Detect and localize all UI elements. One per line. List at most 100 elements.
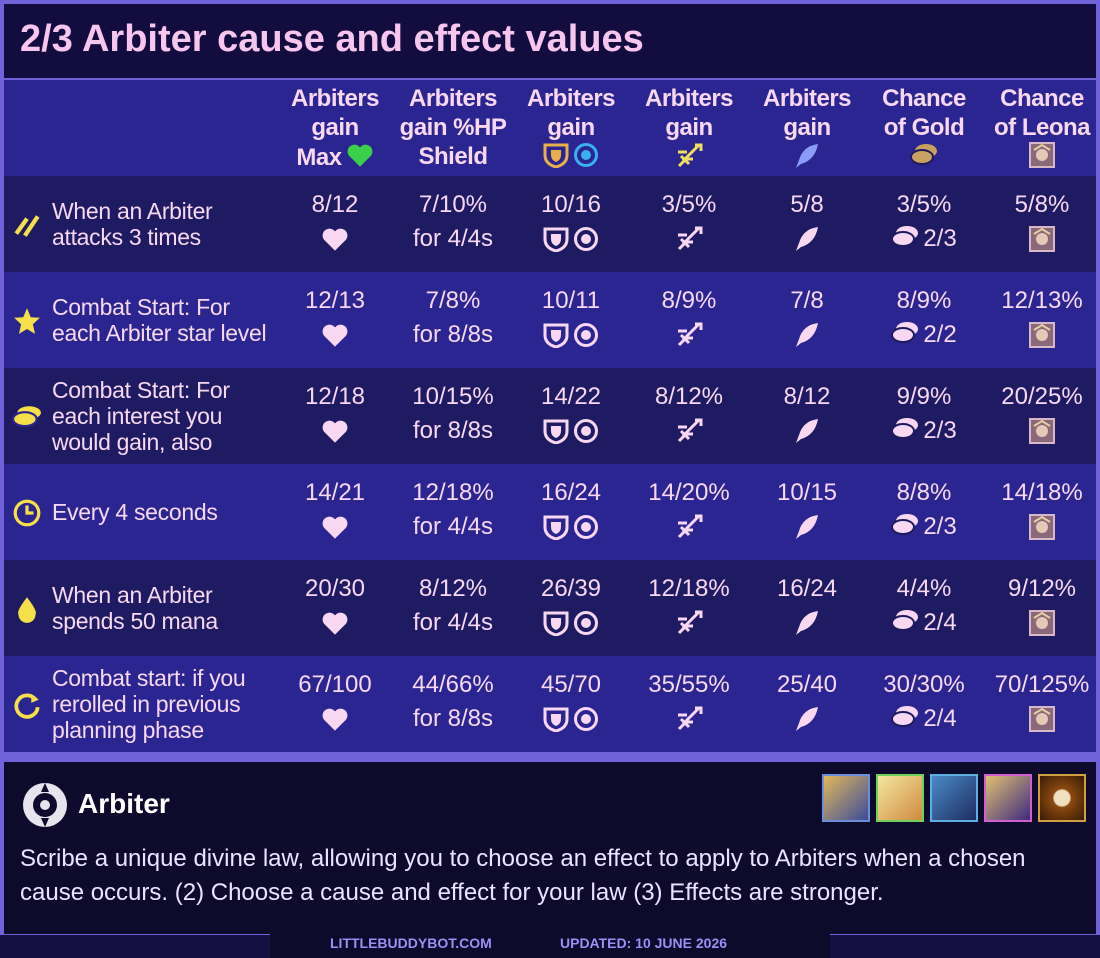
- table-cell: 14/20%: [630, 476, 748, 544]
- champion-icon: [930, 774, 978, 822]
- cell-icon: [983, 606, 1100, 640]
- cell-icon: [512, 318, 630, 352]
- cell-icon: [630, 702, 748, 736]
- table-row: When an Arbiter attacks 3 times 8/12 7/10%…: [4, 176, 1096, 272]
- header-icon: [512, 142, 630, 170]
- header-line: of Leona: [994, 114, 1091, 141]
- cause-text: Every 4 seconds: [52, 499, 218, 525]
- champion-icons: [822, 774, 1086, 822]
- cell-value: 26/39: [540, 575, 602, 602]
- column-header: Arbiters gain: [630, 84, 748, 170]
- header-line: Arbiters: [290, 85, 380, 112]
- cell-extra: 2/3: [865, 414, 983, 448]
- table-cell: 14/21: [276, 476, 394, 544]
- cell-icon: [276, 606, 394, 640]
- cell-icon: [512, 222, 630, 256]
- gold-icon: [891, 416, 919, 447]
- cell-value: 16/24: [776, 575, 838, 602]
- champion-icon: [1038, 774, 1086, 822]
- table-cell: 14/22: [512, 380, 630, 448]
- table-cell: 9/9% 2/3: [865, 380, 983, 448]
- cell-extra: 2/3: [865, 510, 983, 544]
- table-cell: 20/25%: [983, 380, 1100, 448]
- cell-icon: [630, 606, 748, 640]
- trait-name: Arbiter: [78, 788, 170, 819]
- table-cell: 8/9%: [630, 284, 748, 352]
- table-cell: 10/15: [748, 476, 866, 544]
- cell-duration: for 8/8s: [412, 705, 494, 732]
- cell-icon: [983, 702, 1100, 736]
- cause-text: When an Arbiter spends 50 mana: [52, 582, 218, 634]
- table-cell: 9/12%: [983, 572, 1100, 640]
- table-cell: 8/12% for 4/4s: [394, 572, 512, 640]
- cell-duration: for 4/4s: [412, 225, 494, 252]
- table-cell: 26/39: [512, 572, 630, 640]
- table-cell: 10/11: [512, 284, 630, 352]
- cause-icon: [12, 210, 42, 245]
- cell-value: 7/8%: [425, 287, 481, 314]
- cause-text: When an Arbiter attacks 3 times: [52, 198, 213, 250]
- cell-value: 30/30%: [883, 671, 965, 698]
- cell-icon: [276, 510, 394, 544]
- table-cell: 12/13%: [983, 284, 1100, 352]
- table-cell: 16/24: [512, 476, 630, 544]
- table-cell: 14/18%: [983, 476, 1100, 544]
- cell-icon: [276, 414, 394, 448]
- cell-duration: for 8/8s: [412, 417, 494, 444]
- title: 2/3 Arbiter cause and effect values: [20, 18, 644, 60]
- cell-value: 25/40: [776, 671, 838, 698]
- cell-value: 35/55%: [648, 671, 730, 698]
- cell-icon: [983, 222, 1100, 256]
- table-cell: 12/13: [276, 284, 394, 352]
- cell-value: 10/16: [540, 191, 602, 218]
- gold-icon: [891, 704, 919, 735]
- cell-value: 67/100: [298, 671, 372, 698]
- column-header: Arbiters gain: [748, 84, 866, 170]
- trait-panel: Arbiter Scribe a unique divine law, allo…: [4, 762, 1096, 934]
- table-cell: 30/30% 2/4: [865, 668, 983, 736]
- table-cell: 5/8: [748, 188, 866, 256]
- cell-extra: 2/4: [865, 702, 983, 736]
- column-header: Arbiters gain: [512, 84, 630, 170]
- table-cell: 20/30: [276, 572, 394, 640]
- table-row: Combat Start: For each interest you woul…: [4, 368, 1096, 464]
- table-cell: 12/18: [276, 380, 394, 448]
- cause-icon: [12, 594, 42, 629]
- header-icon: [748, 142, 866, 170]
- cell-value: 5/8%: [1014, 191, 1070, 218]
- cell-value: 8/8%: [896, 479, 952, 506]
- cell-value: 16/24: [540, 479, 602, 506]
- cell-icon: [983, 318, 1100, 352]
- footer-updated: UPDATED: 10 JUNE 2026: [560, 935, 728, 951]
- gold-icon: [891, 224, 919, 255]
- header-line: Chance: [1000, 85, 1084, 112]
- table-cell: 8/8% 2/3: [865, 476, 983, 544]
- cell-icon: [630, 510, 748, 544]
- header-line: Chance: [882, 85, 966, 112]
- column-header: Arbiters gain %HP Shield: [394, 84, 512, 171]
- cell-icon: [983, 414, 1100, 448]
- cell-icon: [512, 702, 630, 736]
- cell-value: 10/15: [776, 479, 838, 506]
- cell-value: 8/9%: [896, 287, 952, 314]
- cell-value: 8/12%: [418, 575, 488, 602]
- cell-icon: [748, 606, 866, 640]
- table-row: Combat start: if you rerolled in previou…: [4, 656, 1096, 752]
- gold-amount: 2/4: [923, 705, 957, 732]
- trait-icon: [23, 783, 67, 827]
- gold-icon: [891, 608, 919, 639]
- cell-value: 3/5%: [896, 191, 952, 218]
- cell-extra: 2/4: [865, 606, 983, 640]
- cell-duration: for 4/4s: [412, 513, 494, 540]
- header-line: gain: [783, 114, 831, 141]
- cell-icon: [630, 318, 748, 352]
- header-line: gain: [547, 114, 595, 141]
- cell-value: 14/20%: [648, 479, 730, 506]
- header-icon: [630, 142, 748, 170]
- footer-band: [270, 932, 830, 958]
- table-cell: 10/15% for 8/8s: [394, 380, 512, 448]
- cause-icon: [12, 498, 42, 533]
- cell-value: 9/12%: [1007, 575, 1077, 602]
- table-cell: 3/5%: [630, 188, 748, 256]
